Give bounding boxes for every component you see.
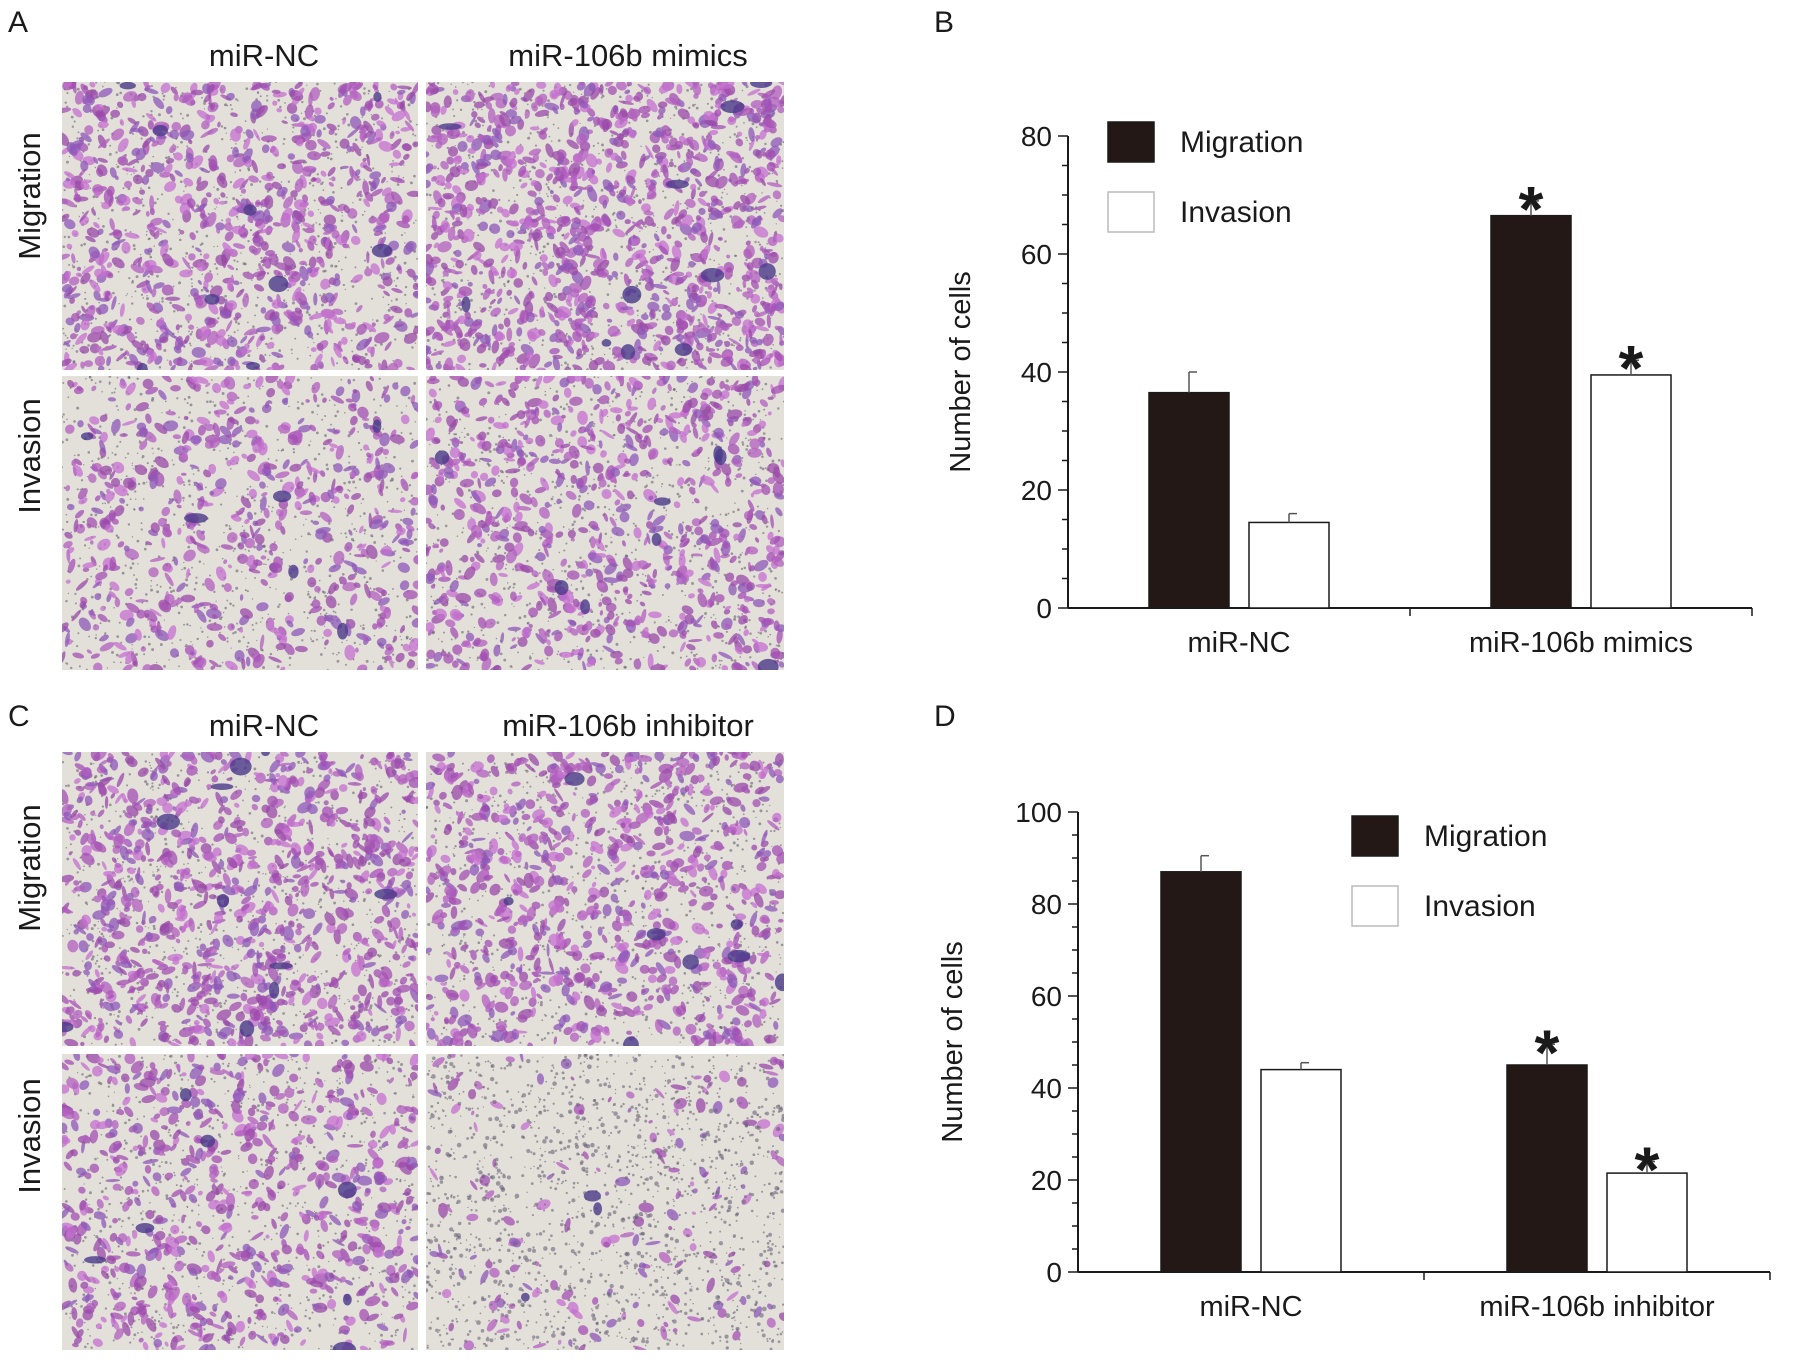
- row-label-a-invasion: Invasion: [12, 398, 47, 514]
- x-category-label: miR-NC: [1199, 1291, 1302, 1323]
- legend-label-migration: Migration: [1180, 126, 1303, 159]
- panel-letter-c: C: [8, 700, 30, 733]
- legend-swatch-migration: [1107, 121, 1155, 163]
- significance-asterisk: *: [1535, 1016, 1560, 1088]
- y-tick-label: 60: [1021, 239, 1052, 270]
- col-title-c-1: miR-NC: [208, 708, 320, 743]
- y-axis-label: Number of cells: [937, 941, 969, 1142]
- micrograph-c-inhibitor-invasion: [426, 1054, 784, 1350]
- micrograph-a-mimics-invasion: [426, 376, 784, 670]
- panel-letter-d: D: [934, 700, 956, 733]
- col-title-c-2: miR-106b inhibitor: [502, 708, 754, 743]
- row-label-c-invasion: Invasion: [12, 1078, 47, 1194]
- micrograph-a-nc-migration: [62, 82, 418, 370]
- bar-invasion-0: [1248, 521, 1330, 609]
- significance-asterisk: *: [1635, 1134, 1660, 1206]
- y-tick-label: 40: [1021, 357, 1052, 388]
- y-tick-label: 80: [1031, 889, 1062, 920]
- bar-migration-0: [1160, 871, 1242, 1273]
- row-label-c-migration: Migration: [12, 804, 47, 932]
- x-category-label: miR-106b inhibitor: [1479, 1291, 1715, 1323]
- x-category-label: miR-106b mimics: [1469, 627, 1693, 659]
- micrograph-c-nc-migration: [62, 752, 418, 1046]
- y-tick-label: 60: [1031, 981, 1062, 1012]
- legend-label-invasion: Invasion: [1424, 890, 1536, 923]
- col-title-a-2: miR-106b mimics: [508, 38, 748, 73]
- micrograph-a-mimics-migration: [426, 82, 784, 370]
- col-title-a-1: miR-NC: [208, 38, 320, 73]
- legend-swatch-invasion: [1107, 191, 1155, 233]
- bar-migration-0: [1148, 391, 1230, 609]
- bar-chart-d: 0 20 40 60 80 100 Number of cells miR-NC * * miR-1…: [937, 797, 1771, 1323]
- micrograph-c-nc-invasion: [62, 1054, 418, 1350]
- y-tick-label: 80: [1021, 121, 1052, 152]
- y-tick-label: 20: [1031, 1165, 1062, 1196]
- x-category-label: miR-NC: [1187, 627, 1290, 659]
- bar-invasion-1: [1590, 374, 1672, 609]
- bar-chart-b: 0 20 40 60 80 Number of cells miR-NC * * miR-106b…: [945, 121, 1753, 659]
- legend-label-migration: Migration: [1424, 820, 1547, 853]
- significance-asterisk: *: [1519, 173, 1544, 245]
- bar-invasion-0: [1260, 1068, 1342, 1273]
- legend-label-invasion: Invasion: [1180, 196, 1292, 229]
- bar-migration-1: [1506, 1064, 1588, 1273]
- y-tick-label: 0: [1036, 593, 1052, 624]
- y-tick-label: 100: [1015, 797, 1062, 828]
- bar-invasion-1: [1606, 1172, 1688, 1273]
- y-axis-label: Number of cells: [945, 271, 977, 472]
- legend-swatch-invasion: [1351, 885, 1399, 927]
- y-tick-label: 0: [1046, 1257, 1062, 1288]
- panel-letter-a: A: [8, 6, 29, 39]
- significance-asterisk: *: [1619, 332, 1644, 404]
- legend-swatch-migration: [1351, 815, 1399, 857]
- panel-letter-b: B: [934, 6, 955, 39]
- row-label-a-migration: Migration: [12, 132, 47, 260]
- y-tick-label: 40: [1031, 1073, 1062, 1104]
- micrograph-c-inhibitor-migration: [426, 752, 784, 1046]
- bar-migration-1: [1490, 214, 1572, 609]
- y-tick-label: 20: [1021, 475, 1052, 506]
- micrograph-a-nc-invasion: [62, 376, 418, 670]
